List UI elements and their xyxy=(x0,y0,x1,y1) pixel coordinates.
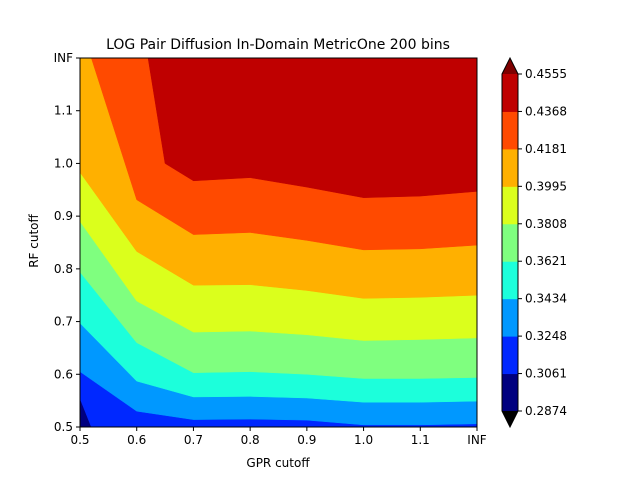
x-tick-label: 0.8 xyxy=(241,433,260,447)
y-tick-label: 0.6 xyxy=(54,367,73,381)
colorbar-tick-label: 0.3061 xyxy=(525,367,567,381)
x-tick-label: 0.9 xyxy=(297,433,316,447)
x-tick-label: 0.6 xyxy=(127,433,146,447)
colorbar-tick-label: 0.4368 xyxy=(525,104,567,118)
colorbar-swatch xyxy=(502,148,518,187)
x-axis: 0.5 0.6 0.7 0.8 0.9 1.0 1.1 INF xyxy=(70,427,487,447)
x-axis-label: GPR cutoff xyxy=(246,456,310,470)
colorbar-tick-label: 0.2874 xyxy=(525,404,567,418)
colorbar-tick-label: 0.3621 xyxy=(525,254,567,268)
colorbar-swatch xyxy=(502,74,518,112)
y-tick-label: 0.7 xyxy=(54,315,73,329)
colorbar-tick-label: 0.4555 xyxy=(525,67,567,81)
x-tick-label: 1.0 xyxy=(354,433,373,447)
colorbar-swatch xyxy=(502,298,518,337)
colorbar-swatch xyxy=(502,261,518,300)
y-axis: 0.5 0.6 0.7 0.8 0.9 1.0 1.1 INF xyxy=(54,51,80,434)
colorbar: 0.2874 0.3061 0.3248 0.3434 0.3621 0.3808 0.39… xyxy=(501,56,567,429)
colorbar-tick-label: 0.4181 xyxy=(525,142,567,156)
colorbar-extend-high xyxy=(502,58,518,74)
colorbar-tick-label: 0.3248 xyxy=(525,329,567,343)
colorbar-swatch xyxy=(502,223,518,262)
y-tick-label: INF xyxy=(54,51,74,65)
y-axis-label: RF cutoff xyxy=(27,213,41,267)
x-tick-label: 1.1 xyxy=(411,433,430,447)
x-tick-label: 0.7 xyxy=(184,433,203,447)
y-tick-label: 1.0 xyxy=(54,156,73,170)
y-tick-label: 0.9 xyxy=(54,209,73,223)
colorbar-swatch xyxy=(502,373,518,412)
colorbar-swatch xyxy=(502,336,518,375)
y-tick-label: 1.1 xyxy=(54,104,73,118)
y-tick-label: 0.8 xyxy=(54,262,73,276)
plot-frame xyxy=(79,57,478,428)
y-tick-label: 0.5 xyxy=(54,420,73,434)
colorbar-tick-label: 0.3995 xyxy=(525,179,567,193)
x-tick-label: 0.5 xyxy=(70,433,89,447)
colorbar-swatch xyxy=(502,186,518,225)
colorbar-tick-label: 0.3808 xyxy=(525,217,567,231)
plot-area xyxy=(79,57,478,428)
colorbar-tick-label: 0.3434 xyxy=(525,292,567,306)
colorbar-swatch xyxy=(502,111,518,150)
x-tick-label: INF xyxy=(467,433,487,447)
colorbar-extend-low xyxy=(502,411,518,427)
chart-title: LOG Pair Diffusion In-Domain MetricOne 2… xyxy=(106,37,450,53)
